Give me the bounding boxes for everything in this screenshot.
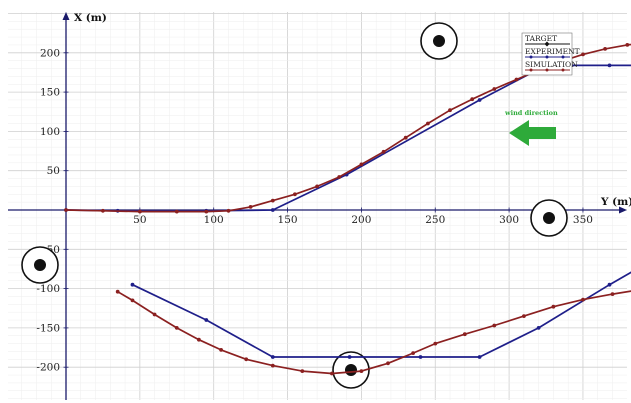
data-point-simulation: [115, 289, 120, 294]
x-tick-label: 150: [278, 214, 298, 226]
series-simulation: [64, 43, 631, 376]
data-point-simulation: [381, 149, 386, 154]
series-line-experiment: [65, 64, 631, 358]
data-point-simulation: [610, 292, 615, 296]
series-line-simulation: [65, 43, 631, 375]
data-point-simulation: [101, 208, 105, 213]
data-point-simulation: [426, 121, 430, 126]
data-point-simulation: [462, 332, 467, 337]
data-point-simulation: [197, 337, 201, 342]
legend-label-experiment: EXPERIMENT: [525, 47, 580, 56]
data-point-simulation: [152, 312, 157, 317]
data-point-simulation: [244, 357, 249, 362]
data-point-simulation: [359, 369, 364, 373]
data-point-simulation: [64, 208, 68, 212]
legend-marker-icon: [545, 55, 549, 59]
data-point-simulation: [403, 135, 408, 140]
y-tick-label: 200: [40, 47, 60, 59]
data-point-simulation: [514, 77, 519, 82]
x-tick-label: -50: [0, 214, 1, 226]
y-axis-title: X (m): [74, 12, 107, 24]
y-tick-label: 150: [40, 87, 60, 99]
x-tick-label: 250: [425, 214, 445, 226]
x-tick-label: 350: [573, 214, 593, 226]
y-tick-label: -200: [36, 362, 60, 374]
data-point-simulation: [330, 371, 334, 376]
data-point-simulation: [293, 192, 297, 197]
data-point-experiment: [347, 355, 352, 359]
tick-labels: -505010015020025030035040045050055060070…: [0, 47, 593, 374]
data-point-simulation: [130, 298, 135, 303]
data-point-experiment: [418, 355, 423, 359]
x-tick-label: 300: [499, 214, 519, 226]
data-point-experiment: [204, 318, 209, 322]
data-point-simulation: [337, 175, 342, 179]
data-point-experiment: [270, 208, 275, 212]
data-point-simulation: [174, 326, 179, 330]
data-point-simulation: [359, 162, 364, 167]
wind-direction-label: wind direction: [504, 109, 558, 117]
x-tick-label: 200: [351, 214, 371, 226]
data-point-simulation: [248, 205, 253, 209]
y-tick-label: -150: [36, 322, 60, 334]
data-point-experiment: [477, 355, 482, 359]
y-tick-label: -100: [36, 283, 60, 295]
legend-marker-icon: [529, 68, 533, 72]
data-point-simulation: [204, 209, 209, 214]
data-point-simulation: [386, 361, 390, 366]
target-marker-icon: [420, 22, 458, 60]
data-point-simulation: [270, 363, 275, 368]
legend-marker-icon: [544, 41, 550, 47]
y-tick-label: 100: [40, 126, 60, 138]
x-axis-title: Y (m): [600, 196, 631, 208]
data-point-simulation: [300, 369, 305, 373]
legend-marker-icon: [545, 68, 549, 72]
data-point-simulation: [219, 348, 224, 352]
legend-label-target: TARGET: [525, 34, 557, 43]
data-point-experiment: [270, 355, 275, 359]
data-point-simulation: [603, 47, 607, 51]
data-point-simulation: [138, 209, 142, 214]
data-point-simulation: [581, 297, 585, 302]
data-point-simulation: [551, 304, 556, 309]
data-point-simulation: [470, 97, 475, 102]
x-tick-label: 100: [204, 214, 224, 226]
axis-titles: X (m) Y (m): [74, 12, 631, 208]
grid-lines: [8, 12, 627, 400]
y-axis-arrow-icon: [62, 12, 70, 20]
legend-marker-icon: [561, 68, 565, 72]
data-point-simulation: [411, 351, 415, 355]
x-tick-label: 50: [133, 214, 146, 226]
data-point-experiment: [607, 282, 612, 287]
y-tick-label: 50: [47, 165, 60, 177]
data-point-simulation: [448, 108, 452, 113]
wind-arrow-icon: [509, 120, 556, 146]
data-point-simulation: [174, 209, 179, 214]
data-point-simulation: [522, 314, 526, 318]
data-point-experiment: [536, 326, 541, 330]
data-point-simulation: [581, 52, 585, 57]
data-point-simulation: [226, 208, 231, 213]
legend-marker-icon: [529, 55, 533, 59]
data-point-simulation: [433, 341, 438, 346]
data-point-experiment: [477, 98, 482, 102]
decorations: wind direction: [21, 22, 568, 389]
data-point-simulation: [492, 87, 497, 91]
data-point-simulation: [315, 184, 319, 189]
x-axis-arrow-icon: [619, 206, 627, 214]
legend: TARGET EXPERIMENT SIMULATION: [521, 32, 580, 76]
data-point-simulation: [492, 323, 497, 328]
target-marker-icon: [21, 246, 59, 284]
series-layer: [64, 43, 631, 376]
data-point-experiment: [130, 282, 135, 287]
target-marker-icon: [530, 199, 568, 237]
data-point-experiment: [607, 63, 612, 68]
legend-marker-icon: [561, 55, 565, 59]
data-point-simulation: [270, 198, 275, 203]
data-point-simulation: [625, 43, 630, 47]
legend-label-simulation: SIMULATION: [525, 60, 578, 69]
